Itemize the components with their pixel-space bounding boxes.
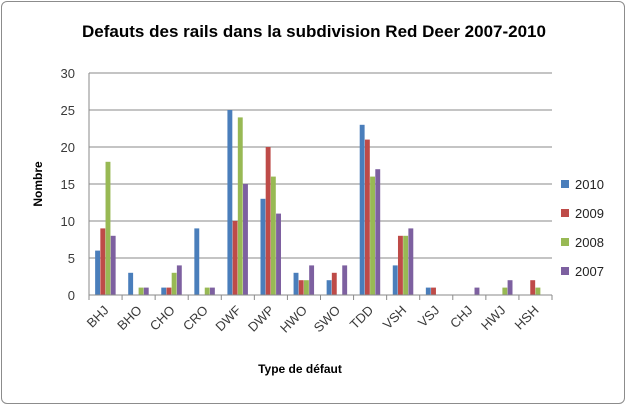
bar-2009-DWP [265,147,271,295]
bar-2007-BHO [143,287,149,295]
bar-2008-BHO [138,287,144,295]
x-tick-label: CHJ [447,303,475,331]
bar-2010-TDD [359,124,365,295]
bar-2009-HWO [298,280,304,295]
bar-2007-DWF [243,184,248,295]
bar-2010-BHJ [95,250,101,295]
bar-2010-VSH [392,265,398,295]
legend-swatch-2008 [561,238,569,246]
bar-2010-VSJ [425,287,431,295]
bar-2007-VSH [408,228,414,295]
bar-2008-HSH [535,287,541,295]
bar-2010-DWP [260,198,266,295]
bar-2010-CHO [161,287,167,295]
bar-2009-CHO [166,287,172,295]
bar-2007-CHO [176,265,182,295]
y-tick-label: 25 [61,103,75,118]
y-axis-title: Nombre [31,161,45,207]
legend-label: 2009 [575,206,604,221]
y-tick-label: 15 [61,177,75,192]
bar-2007-HWJ [507,280,513,295]
bar-2007-SWO [342,265,348,295]
x-tick-label: DWP [245,303,277,335]
legend-swatch-2007 [561,267,569,275]
x-tick-label: BHJ [84,303,112,331]
axes [88,73,553,300]
x-tick-label: HWJ [478,303,509,334]
x-tick-label: HSH [512,303,542,333]
y-tick-label: 30 [61,66,75,81]
bar-2008-DWF [237,117,243,296]
bar-2008-TDD [370,176,376,295]
bar-2008-HWO [303,280,309,295]
bar-2010-SWO [326,280,332,295]
bar-2008-HWJ [502,287,508,295]
x-tick-label: DWF [212,302,244,334]
bar-2008-CRO [204,287,210,295]
x-tick-labels: BHJ BHO CHO CRO DWF DWP HWO SWO TDD VSH VSJ CHJ HWJ H… [84,302,542,335]
legend-label: 2008 [575,235,604,250]
bar-2009-SWO [331,272,337,295]
bar-2007-CHJ [474,287,480,295]
bar-2008-CHO [171,272,177,295]
bar-2009-DWF [232,221,238,295]
bar-2008-VSH [403,235,409,295]
x-tick-label: VSJ [415,303,442,330]
x-tick-label: CRO [180,303,211,334]
y-tick-labels: 0 5 10 15 20 25 30 [61,66,75,303]
bar-2010-BHO [128,272,134,295]
bar-2008-DWP [270,176,276,295]
legend-swatch-2010 [561,180,569,188]
bar-2010-CRO [194,228,200,295]
bar-2007-CRO [209,287,215,295]
legend-label: 2007 [575,264,604,279]
bar-2009-BHJ [100,228,106,295]
x-tick-label: VSH [380,303,410,333]
bar-2009-VSJ [431,287,436,295]
y-tick-label: 10 [61,214,75,229]
bar-2007-HWO [309,265,315,295]
y-tick-label: 20 [61,140,75,155]
x-tick-label: SWO [311,303,344,336]
bar-2009-VSH [397,235,403,295]
x-axis-title: Type de défaut [258,362,342,376]
bar-2009-TDD [364,139,370,295]
bar-2007-BHJ [110,235,116,295]
bar-2010-DWF [227,110,233,295]
x-tick-label: TDD [347,303,376,332]
y-tick-label: 0 [68,288,75,303]
bar-2007-TDD [375,169,381,295]
bar-2007-DWP [276,213,281,295]
x-tick-label: BHO [114,303,145,334]
gridlines [89,72,552,259]
legend-label: 2010 [575,177,604,192]
bar-2010-HWO [293,272,299,295]
legend: 2010 2009 2008 2007 [561,177,604,279]
x-tick-label: HWO [277,303,310,336]
chart-title: Defauts des rails dans la subdivision Re… [82,22,546,41]
x-tick-label: CHO [147,303,178,334]
legend-swatch-2009 [561,209,569,217]
bars [95,110,541,296]
bar-2009-HSH [530,280,536,295]
bar-2008-BHJ [105,161,111,295]
y-tick-label: 5 [68,251,75,266]
